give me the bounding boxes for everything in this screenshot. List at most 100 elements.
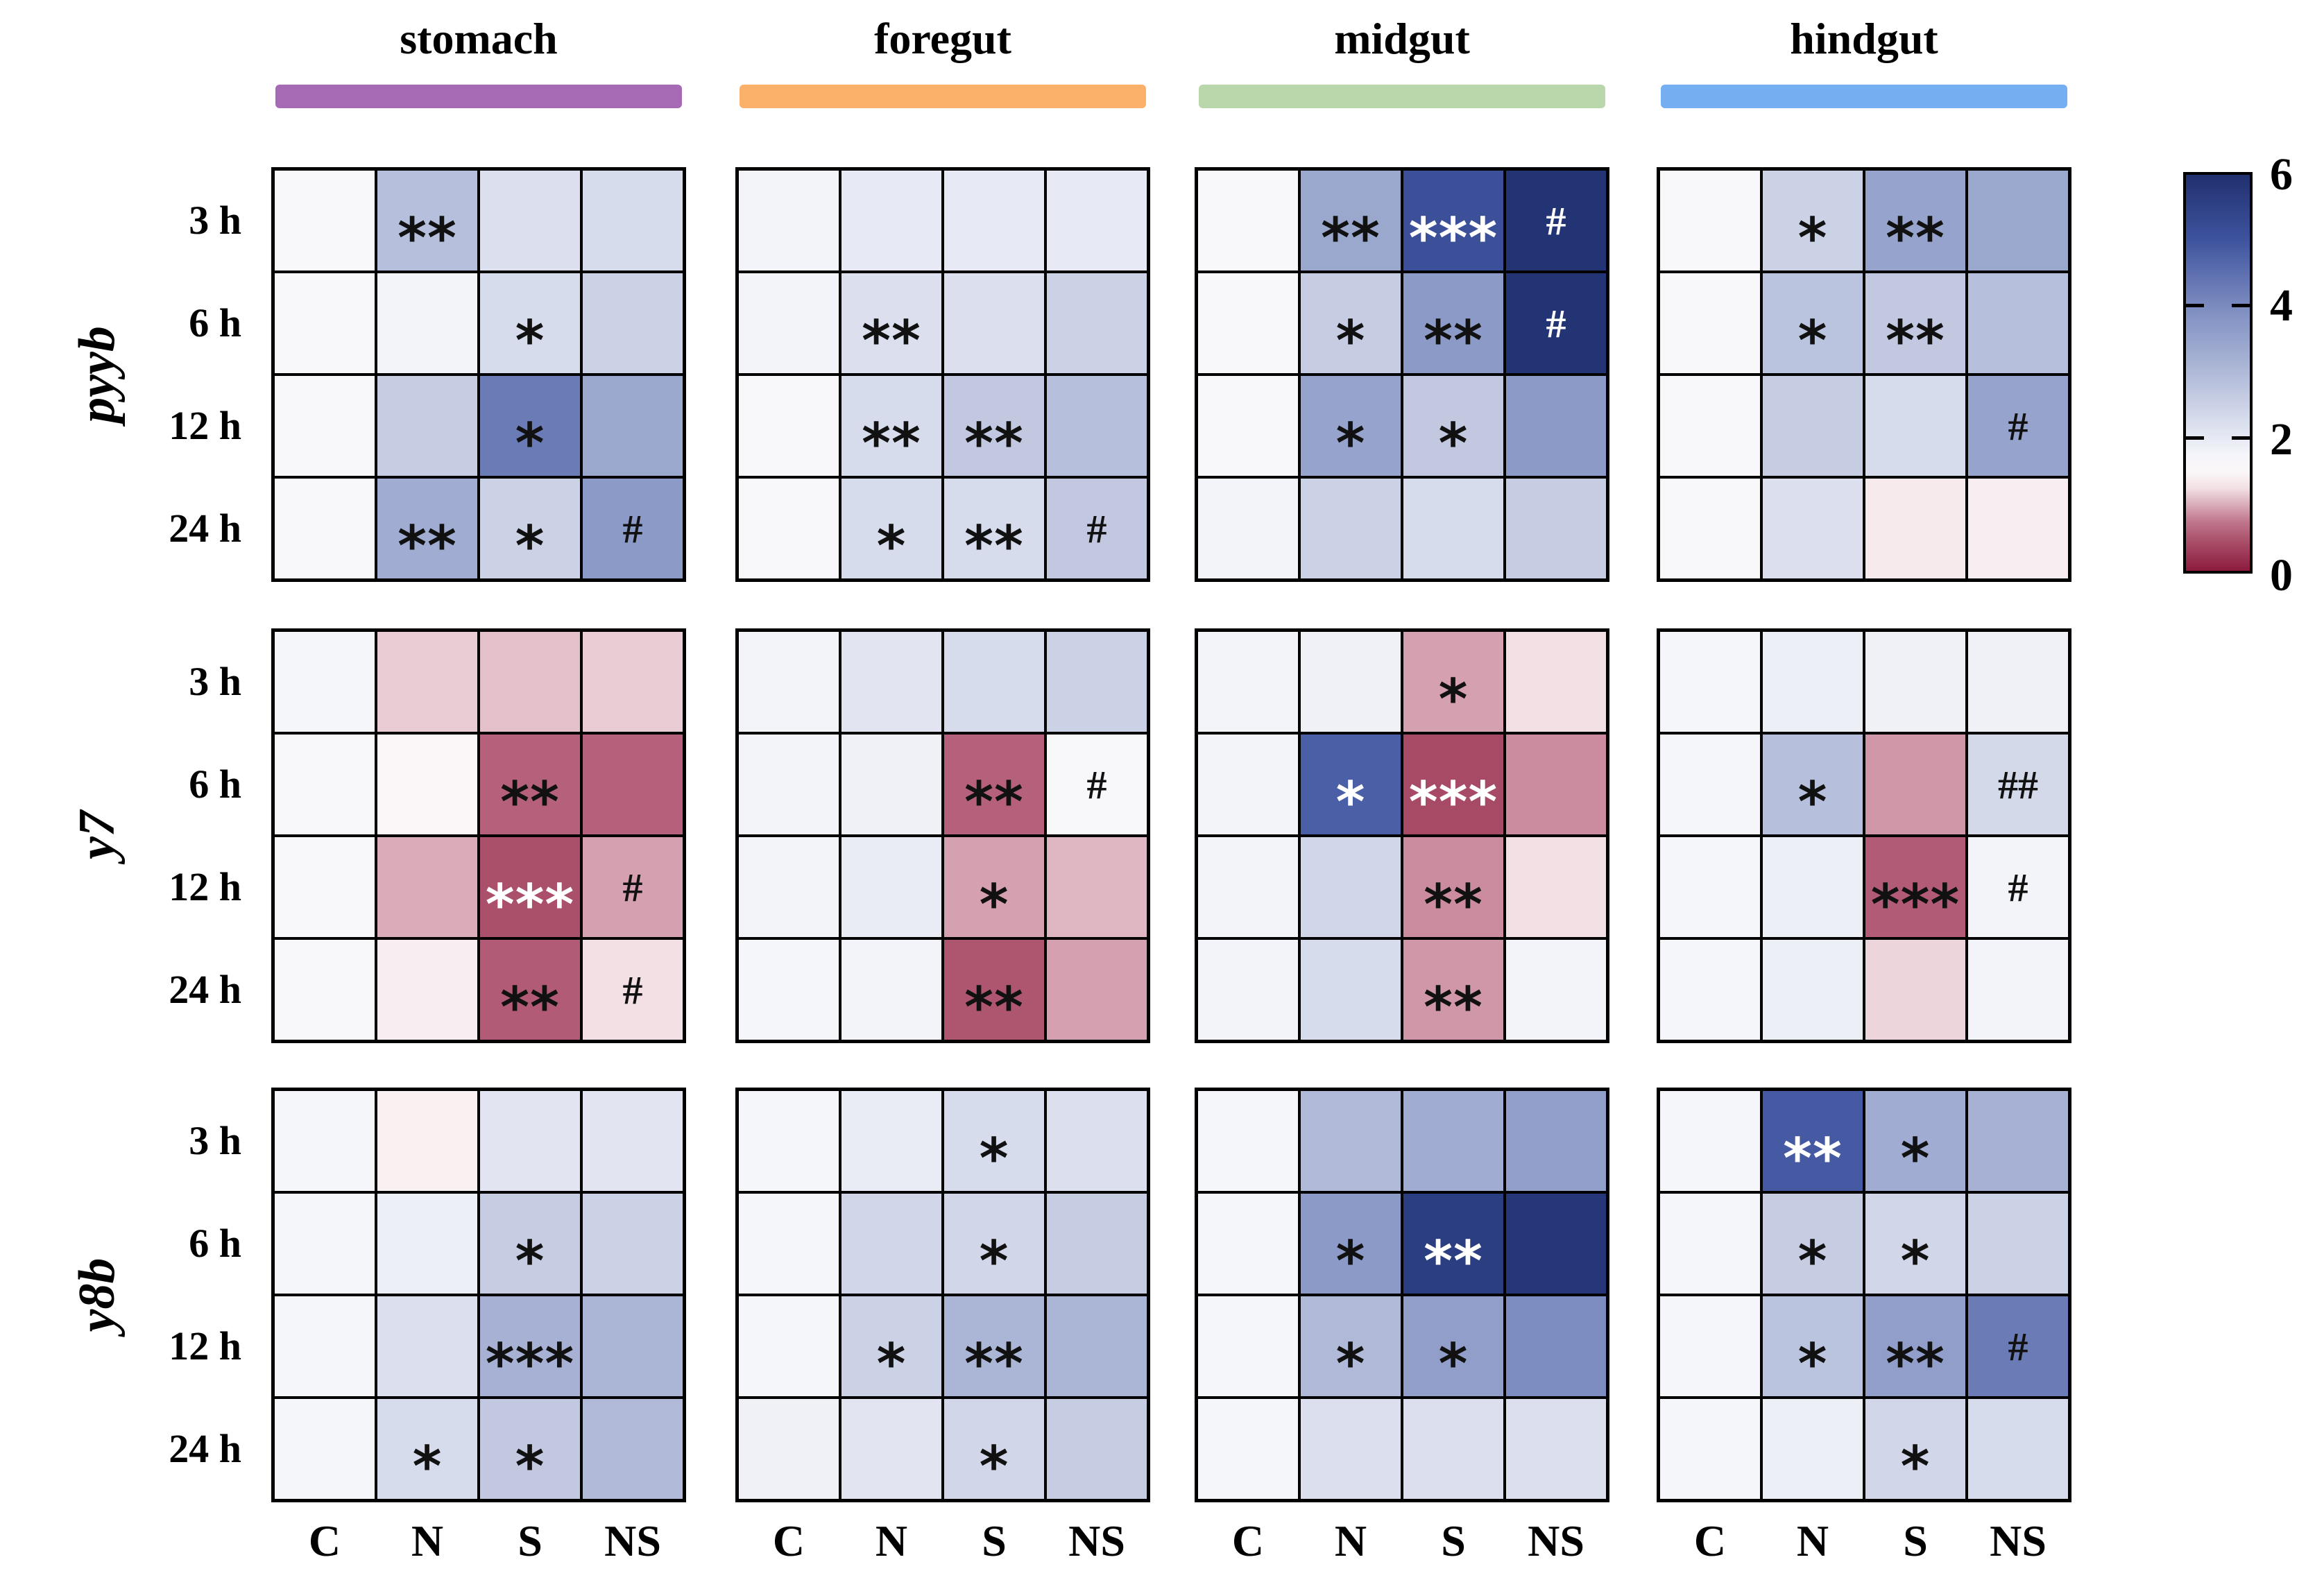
significance-annotation: * <box>979 1228 1009 1294</box>
heatmap-cell-pyyb-midgut-3h-S: *** <box>1403 171 1503 271</box>
heatmap-cell-pyyb-hindgut-24h-NS <box>1968 479 2068 578</box>
heatmap-cell-y7-midgut-3h-NS <box>1506 632 1606 732</box>
significance-annotation: ** <box>1424 1228 1483 1294</box>
heatmap-cell-y8b-foregut-3h-C <box>739 1091 839 1191</box>
significance-annotation: * <box>1335 308 1366 373</box>
time-label-pyyb-12h: 12 h <box>169 403 241 448</box>
heatmap-cell-y7-foregut-12h-NS <box>1047 837 1147 937</box>
heatmap-cell-y7-stomach-3h-N <box>377 632 477 732</box>
significance-annotation: *** <box>1408 205 1498 271</box>
heatmap-cell-y8b-hindgut-12h-S: ** <box>1865 1296 1965 1396</box>
heatmap-cell-y7-midgut-24h-NS <box>1506 940 1606 1040</box>
significance-annotation: * <box>1438 1331 1469 1396</box>
heatmap-cell-pyyb-midgut-6h-S: ** <box>1403 273 1503 373</box>
heatmap-cell-pyyb-foregut-3h-N <box>841 171 941 271</box>
significance-annotation: ** <box>1886 1331 1945 1396</box>
heatmap-cell-y7-stomach-3h-C <box>275 632 375 732</box>
colorbar-label-0: 0 <box>2270 550 2293 601</box>
heatmap-cell-y8b-stomach-6h-C <box>275 1194 375 1294</box>
colorbar-tick-4-right <box>2232 304 2250 307</box>
heatmap-cell-pyyb-foregut-12h-N: ** <box>841 376 941 476</box>
heatmap-cell-y8b-foregut-6h-C <box>739 1194 839 1294</box>
heatmap-cell-pyyb-hindgut-12h-N <box>1763 376 1863 476</box>
heatmap-cell-y7-foregut-3h-NS <box>1047 632 1147 732</box>
heatmap-cell-y7-midgut-6h-N: * <box>1301 735 1401 834</box>
treatment-label-stomach-S: S <box>518 1516 542 1565</box>
significance-annotation: ** <box>500 974 560 1040</box>
significance-annotation: # <box>1086 762 1107 807</box>
heatmap-grid-y8b-foregut: * * * ** * <box>735 1088 1150 1502</box>
significance-annotation: ** <box>398 205 457 271</box>
heatmap-cell-y8b-hindgut-3h-NS <box>1968 1091 2068 1191</box>
heatmap-cell-y8b-hindgut-24h-C <box>1660 1399 1760 1499</box>
treatment-label-midgut-S: S <box>1441 1516 1466 1565</box>
treatment-label-hindgut-N: N <box>1796 1516 1829 1565</box>
significance-annotation: ** <box>964 513 1024 578</box>
significance-annotation: * <box>1335 411 1366 476</box>
heatmap-cell-y7-hindgut-6h-NS: ## <box>1968 735 2068 834</box>
treatment-label-foregut-N: N <box>875 1516 908 1565</box>
heatmap-cell-y8b-hindgut-6h-NS <box>1968 1194 2068 1294</box>
significance-annotation: * <box>515 1434 545 1499</box>
heatmap-cell-pyyb-stomach-12h-NS <box>583 376 683 476</box>
significance-annotation: ** <box>1783 1126 1843 1191</box>
heatmap-cell-y7-midgut-24h-C <box>1198 940 1298 1040</box>
treatment-label-hindgut-S: S <box>1903 1516 1928 1565</box>
colorbar-label-4: 4 <box>2270 280 2293 331</box>
heatmap-cell-pyyb-hindgut-12h-NS: # <box>1968 376 2068 476</box>
heatmap-cell-y7-foregut-3h-N <box>841 632 941 732</box>
heatmap-cell-y7-stomach-12h-C <box>275 837 375 937</box>
heatmap-cell-y7-midgut-12h-C <box>1198 837 1298 937</box>
significance-annotation: * <box>1900 1228 1931 1294</box>
heatmap-cell-y7-midgut-6h-NS <box>1506 735 1606 834</box>
heatmap-cell-y7-hindgut-3h-NS <box>1968 632 2068 732</box>
heatmap-cell-y7-hindgut-12h-NS: # <box>1968 837 2068 937</box>
tissue-bar-midgut <box>1199 85 1605 108</box>
heatmap-cell-y7-foregut-24h-NS <box>1047 940 1147 1040</box>
heatmap-cell-y7-stomach-12h-N <box>377 837 477 937</box>
heatmap-cell-y7-hindgut-24h-NS <box>1968 940 2068 1040</box>
time-label-pyyb-24h: 24 h <box>169 506 241 551</box>
time-label-y7-6h: 6 h <box>189 762 241 807</box>
significance-annotation: * <box>515 308 545 373</box>
heatmap-cell-pyyb-stomach-24h-NS: # <box>583 479 683 578</box>
significance-annotation: ** <box>1321 205 1381 271</box>
heatmap-cell-pyyb-foregut-3h-NS <box>1047 171 1147 271</box>
heatmap-cell-pyyb-foregut-6h-N: ** <box>841 273 941 373</box>
heatmap-cell-y8b-stomach-3h-NS <box>583 1091 683 1191</box>
colorbar-label-2: 2 <box>2270 414 2293 465</box>
heatmap-cell-pyyb-hindgut-3h-NS <box>1968 171 2068 271</box>
heatmap-cell-y8b-midgut-6h-C <box>1198 1194 1298 1294</box>
heatmap-cell-pyyb-midgut-3h-N: ** <box>1301 171 1401 271</box>
heatmap-cell-y8b-foregut-12h-C <box>739 1296 839 1396</box>
heatmap-cell-y8b-foregut-6h-S: * <box>944 1194 1044 1294</box>
significance-annotation: * <box>1797 205 1828 271</box>
heatmap-cell-y8b-stomach-24h-C <box>275 1399 375 1499</box>
heatmap-cell-y8b-hindgut-3h-C <box>1660 1091 1760 1191</box>
heatmap-cell-pyyb-stomach-12h-N <box>377 376 477 476</box>
significance-annotation: * <box>1797 1228 1828 1294</box>
heatmap-cell-y8b-hindgut-24h-N <box>1763 1399 1863 1499</box>
heatmap-cell-y8b-hindgut-6h-S: * <box>1865 1194 1965 1294</box>
time-label-y8b-6h: 6 h <box>189 1221 241 1266</box>
heatmap-cell-y8b-foregut-24h-NS <box>1047 1399 1147 1499</box>
significance-annotation: # <box>2008 403 2028 449</box>
time-label-y7-12h: 12 h <box>169 864 241 909</box>
treatment-label-stomach-NS: NS <box>604 1516 661 1565</box>
heatmap-cell-y8b-midgut-12h-C <box>1198 1296 1298 1396</box>
heatmap-cell-y7-stomach-3h-NS <box>583 632 683 732</box>
heatmap-cell-pyyb-foregut-24h-S: ** <box>944 479 1044 578</box>
heatmap-cell-pyyb-hindgut-6h-C <box>1660 273 1760 373</box>
heatmap-cell-y8b-stomach-6h-S: * <box>480 1194 580 1294</box>
heatmap-cell-y7-hindgut-6h-S <box>1865 735 1965 834</box>
heatmap-cell-pyyb-foregut-6h-NS <box>1047 273 1147 373</box>
significance-annotation: * <box>412 1434 443 1499</box>
heatmap-cell-y8b-stomach-6h-NS <box>583 1194 683 1294</box>
heatmap-cell-pyyb-foregut-3h-S <box>944 171 1044 271</box>
heatmap-cell-pyyb-stomach-6h-NS <box>583 273 683 373</box>
heatmap-cell-pyyb-stomach-3h-C <box>275 171 375 271</box>
heatmap-cell-y7-hindgut-24h-C <box>1660 940 1760 1040</box>
tissue-bar-stomach <box>275 85 682 108</box>
heatmap-cell-y8b-stomach-12h-NS <box>583 1296 683 1396</box>
colorbar-label-6: 6 <box>2270 149 2293 200</box>
